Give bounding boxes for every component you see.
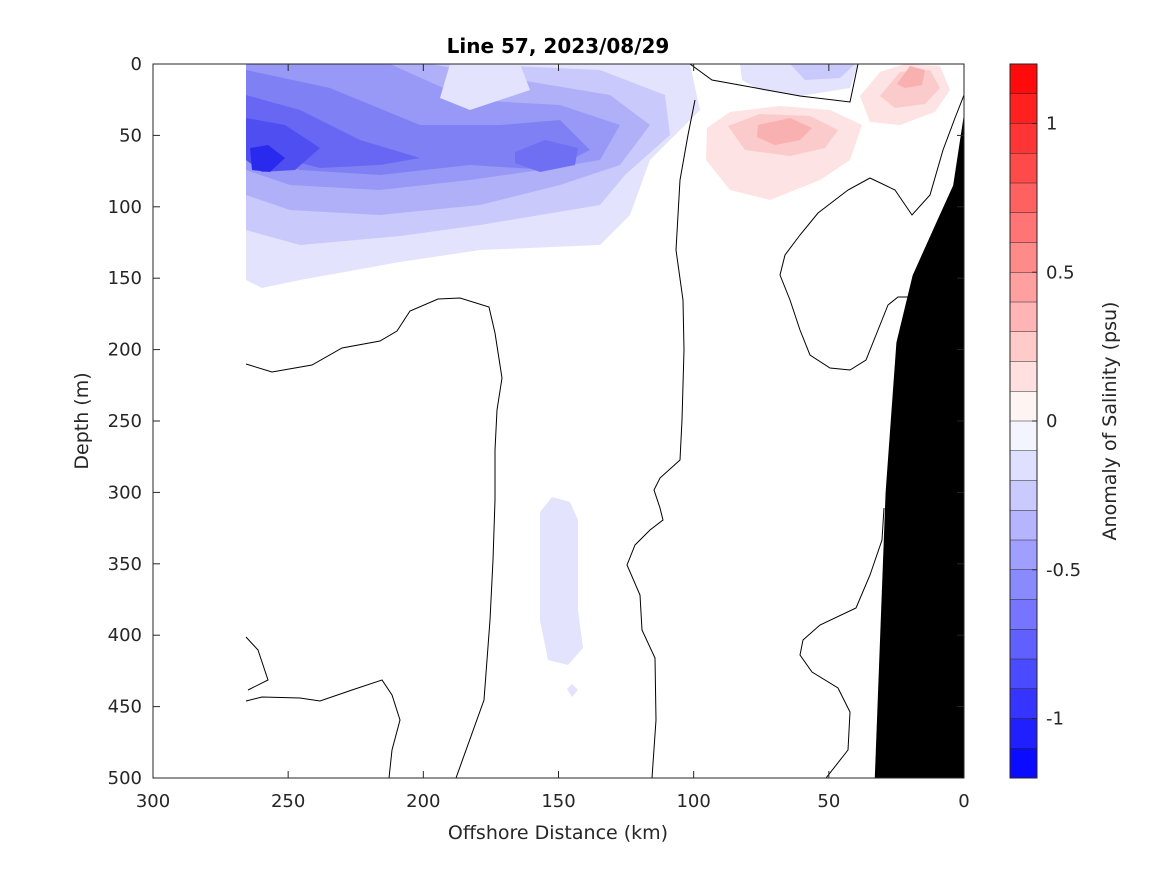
colorbar-tick-label: 0 xyxy=(1046,411,1057,432)
y-tick-label: 0 xyxy=(131,54,142,75)
colorbar-tick-label: -0.5 xyxy=(1046,560,1081,581)
contour-fill-nearshore-fresh-2 xyxy=(790,64,855,80)
zero-contour-line-west xyxy=(245,297,503,778)
colorbar-segment xyxy=(1010,93,1037,124)
negative-anomaly-contours xyxy=(246,64,858,697)
colorbar-segment xyxy=(1010,688,1037,719)
contour-fill-minus-0.6b xyxy=(515,140,578,172)
y-axis-ticks: 0 50 100 150 200 250 300 350 400 450 500 xyxy=(108,54,964,789)
colorbar-segment xyxy=(1010,302,1037,333)
x-tick-label: 200 xyxy=(406,791,440,812)
y-tick-label: 250 xyxy=(108,411,142,432)
colorbar-segment xyxy=(1010,242,1037,273)
colorbar-tick-label: -1 xyxy=(1046,709,1064,730)
colorbar-ticks: -1 -0.5 0 0.5 1 xyxy=(1032,114,1081,730)
contour-fill-plus-0.2b xyxy=(880,70,940,108)
colorbar-segment xyxy=(1010,331,1037,362)
colorbar-segment xyxy=(1010,450,1037,481)
y-tick-label: 100 xyxy=(108,197,142,218)
contour-fill-minus-0.9 xyxy=(250,145,285,172)
colorbar-segment xyxy=(1010,599,1037,630)
y-tick-label: 350 xyxy=(108,554,142,575)
y-tick-label: 400 xyxy=(108,625,142,646)
colorbar-segment xyxy=(1010,421,1037,452)
colorbar-segment xyxy=(1010,659,1037,690)
colorbar-segment xyxy=(1010,272,1037,303)
zero-contour-line-shelf xyxy=(869,94,964,216)
colorbar-segment xyxy=(1010,391,1037,422)
x-tick-label: 150 xyxy=(541,791,575,812)
y-tick-label: 50 xyxy=(119,125,142,146)
colorbar-segment xyxy=(1010,183,1037,214)
colorbar-segment xyxy=(1010,480,1037,511)
contour-fill-deep-speck xyxy=(567,684,578,697)
y-tick-label: 450 xyxy=(108,697,142,718)
zero-contour-lines xyxy=(245,64,964,778)
y-tick-label: 200 xyxy=(108,340,142,361)
x-tick-label: 0 xyxy=(958,791,969,812)
y-tick-label: 300 xyxy=(108,482,142,503)
contour-fill-surface-light xyxy=(440,64,530,110)
zero-contour-line-deep-west-2 xyxy=(245,679,401,778)
colorbar-segment xyxy=(1010,153,1037,184)
colorbar xyxy=(1010,63,1037,779)
colorbar-segment xyxy=(1010,629,1037,660)
colorbar-segment xyxy=(1010,718,1037,749)
bathymetry-fill xyxy=(874,113,964,778)
contour-fill-plus-0.3b xyxy=(897,66,925,88)
x-tick-label: 100 xyxy=(676,791,710,812)
colorbar-segment xyxy=(1010,569,1037,600)
x-tick-label: 300 xyxy=(136,791,170,812)
zero-contour-line-central xyxy=(689,64,859,103)
x-tick-label: 250 xyxy=(271,791,305,812)
y-axis-label: Depth (m) xyxy=(71,372,93,469)
zero-contour-line-shelf-2 xyxy=(779,177,908,371)
contour-fill-deep-patch xyxy=(540,497,583,665)
contour-fill-plus-0.3a xyxy=(757,118,812,145)
colorbar-segment xyxy=(1010,212,1037,243)
zero-contour-line-central-2 xyxy=(626,99,696,778)
colorbar-segment xyxy=(1010,540,1037,571)
colorbar-tick-label: 0.5 xyxy=(1046,262,1075,283)
colorbar-tick-label: 1 xyxy=(1046,114,1057,135)
colorbar-segment xyxy=(1010,123,1037,154)
x-axis-ticks: 300 250 200 150 100 50 0 xyxy=(136,64,970,812)
zero-contour-line-slope xyxy=(799,507,885,778)
plot-area xyxy=(153,64,964,778)
y-tick-label: 150 xyxy=(108,268,142,289)
colorbar-segment xyxy=(1010,510,1037,541)
positive-anomaly-contours xyxy=(706,64,950,200)
colorbar-segment xyxy=(1010,64,1037,95)
zero-contour-line-deep-west xyxy=(245,636,269,691)
x-axis-label: Offshore Distance (km) xyxy=(448,822,668,844)
colorbar-segment xyxy=(1010,748,1037,779)
colorbar-segment xyxy=(1010,361,1037,392)
x-tick-label: 50 xyxy=(817,791,840,812)
colorbar-label: Anomaly of Salinity (psu) xyxy=(1099,302,1121,541)
y-tick-label: 500 xyxy=(108,768,142,789)
chart-title: Line 57, 2023/08/29 xyxy=(447,34,670,58)
